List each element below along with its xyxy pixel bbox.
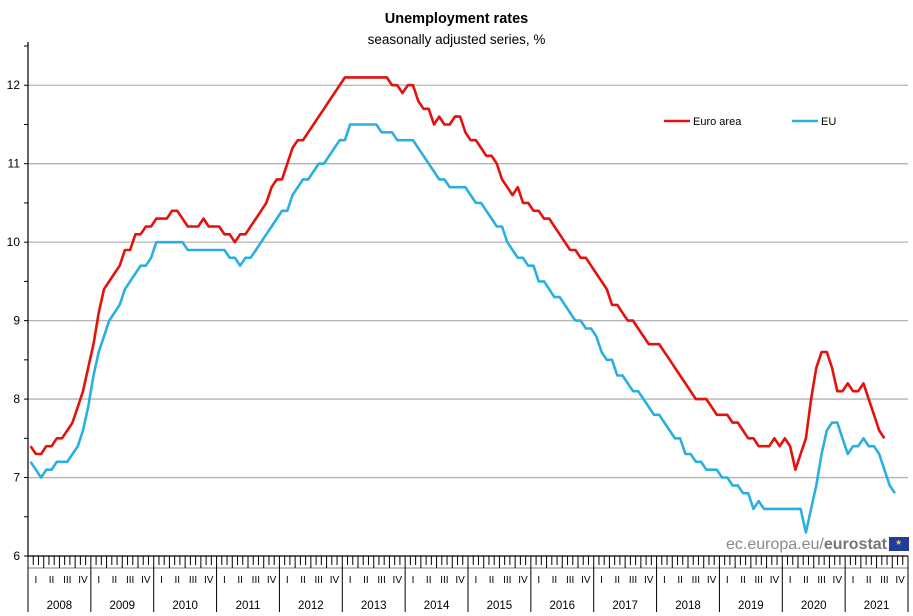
year-label: 2020 (801, 600, 827, 612)
quarter-label: IV (770, 575, 780, 586)
quarter-label: III (315, 575, 323, 586)
quarter-label: III (880, 575, 888, 586)
quarter-label: II (49, 575, 55, 586)
quarter-label: II (677, 575, 683, 586)
quarter-label: I (286, 575, 289, 586)
quarter-label: I (726, 575, 729, 586)
year-label: 2008 (47, 600, 73, 612)
y-tick-label: 10 (7, 235, 21, 249)
quarter-label: IV (204, 575, 214, 586)
quarter-label: II (175, 575, 181, 586)
y-tick-label: 12 (7, 78, 21, 92)
year-label: 2018 (675, 600, 701, 612)
quarter-label: IV (644, 575, 654, 586)
quarter-label: I (600, 575, 603, 586)
year-label: 2017 (612, 600, 638, 612)
y-tick-label: 7 (13, 471, 20, 485)
quarter-label: III (755, 575, 763, 586)
quarter-label: IV (393, 575, 403, 586)
quarter-label: III (126, 575, 134, 586)
y-tick-label: 9 (13, 314, 20, 328)
quarter-label: I (160, 575, 163, 586)
quarter-label: III (692, 575, 700, 586)
quarter-label: II (363, 575, 369, 586)
gridlines (28, 84, 908, 479)
quarter-label: I (852, 575, 855, 586)
source-logo[interactable]: ec.europa.eu/eurostat (726, 536, 909, 554)
quarter-label: I (663, 575, 666, 586)
quarter-label: II (426, 575, 432, 586)
quarter-label: IV (330, 575, 340, 586)
chart-subtitle: seasonally adjusted series, % (367, 32, 546, 47)
quarter-label: I (223, 575, 226, 586)
year-label: 2016 (549, 600, 575, 612)
year-label: 2021 (864, 600, 890, 612)
legend: Euro area EU (664, 116, 836, 128)
y-tick-label: 6 (13, 549, 20, 563)
series-line-eu (29, 123, 896, 534)
quarter-label: II (489, 575, 495, 586)
eu-flag-icon (889, 537, 909, 551)
year-label: 2012 (298, 600, 324, 612)
quarter-label: II (237, 575, 243, 586)
series-line-euro-area (29, 76, 886, 472)
quarter-label: III (63, 575, 71, 586)
legend-label: Euro area (693, 116, 742, 128)
year-label: 2009 (109, 600, 135, 612)
quarter-label: III (817, 575, 825, 586)
year-label: 2013 (361, 600, 387, 612)
quarter-label: IV (267, 575, 277, 586)
source-url: ec.europa.eu/ (726, 536, 824, 553)
quarter-label: III (189, 575, 197, 586)
y-tick-label: 11 (8, 157, 21, 171)
series-lines (29, 76, 896, 534)
year-label: 2019 (738, 600, 764, 612)
quarter-label: III (503, 575, 511, 586)
quarter-label: IV (141, 575, 151, 586)
source-brand: eurostat (823, 536, 887, 553)
year-label: 2015 (487, 600, 513, 612)
quarter-label: IV (78, 575, 88, 586)
y-tick-label: 8 (13, 392, 20, 406)
quarter-label: IV (707, 575, 717, 586)
quarter-label: I (474, 575, 477, 586)
chart-title: Unemployment rates (384, 11, 529, 27)
quarter-label: II (300, 575, 306, 586)
quarter-label: IV (518, 575, 528, 586)
quarter-label: II (803, 575, 809, 586)
quarter-label: II (740, 575, 746, 586)
quarter-label: IV (455, 575, 465, 586)
quarter-label: II (615, 575, 621, 586)
quarter-label: III (440, 575, 448, 586)
legend-label: EU (821, 116, 836, 128)
year-label: 2011 (236, 600, 261, 612)
quarter-label: III (377, 575, 385, 586)
year-label: 2010 (172, 600, 198, 612)
quarter-label: IV (895, 575, 905, 586)
quarter-label: IV (833, 575, 843, 586)
quarter-label: II (866, 575, 872, 586)
quarter-label: I (789, 575, 792, 586)
quarter-label: IV (581, 575, 591, 586)
quarter-label: I (34, 575, 37, 586)
quarter-label: I (537, 575, 540, 586)
year-label: 2014 (424, 600, 450, 612)
quarter-label: III (629, 575, 637, 586)
quarter-label: III (252, 575, 260, 586)
quarter-label: I (349, 575, 352, 586)
quarter-label: III (566, 575, 574, 586)
quarter-label: II (552, 575, 558, 586)
quarter-label: II (112, 575, 118, 586)
quarter-label: I (97, 575, 100, 586)
quarter-label: I (412, 575, 415, 586)
